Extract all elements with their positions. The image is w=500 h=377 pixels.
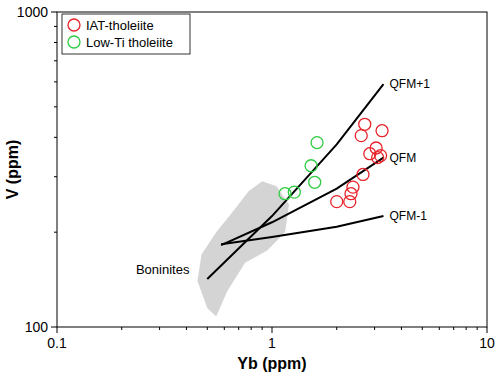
- point: [376, 125, 388, 137]
- y-tick: [51, 12, 57, 13]
- minor-tick: [54, 81, 57, 82]
- x-axis-title: Yb (ppm): [237, 355, 306, 372]
- buffer-curve: [221, 158, 383, 245]
- point: [372, 152, 384, 164]
- point: [305, 160, 317, 172]
- minor-tick: [54, 42, 57, 43]
- legend-label: IAT-tholeiite: [86, 18, 154, 33]
- point: [355, 130, 367, 142]
- minor-tick: [477, 327, 478, 330]
- curve-label: QFM-1: [389, 209, 427, 223]
- y-axis-title: V (ppm): [4, 140, 21, 200]
- minor-tick: [54, 60, 57, 61]
- region-label: Boninites: [136, 262, 190, 277]
- minor-tick: [54, 232, 57, 233]
- minor-tick: [54, 137, 57, 138]
- minor-tick: [54, 176, 57, 177]
- point: [357, 168, 369, 180]
- point: [331, 196, 343, 208]
- point: [309, 176, 321, 188]
- x-tick: [487, 327, 488, 333]
- minor-tick: [224, 327, 225, 330]
- minor-tick: [401, 327, 402, 330]
- buffer-curve: [221, 216, 383, 244]
- chart-container: 0.1 1 10 100 1000 Yb (ppm) V (ppm) Boninites QFM…: [0, 0, 500, 377]
- y-tick: [51, 327, 57, 328]
- legend-marker: [68, 36, 80, 48]
- legend: IAT-tholeiite Low-Ti tholeiite: [62, 14, 190, 54]
- x-tick-label: 10: [479, 335, 495, 351]
- minor-tick: [54, 106, 57, 107]
- x-tick-label: 1: [268, 335, 276, 351]
- point: [288, 186, 300, 198]
- minor-tick: [374, 327, 375, 330]
- chart: 0.1 1 10 100 1000 Yb (ppm) V (ppm) Boninites QFM…: [0, 0, 500, 377]
- legend-box: [62, 14, 190, 54]
- minor-tick: [121, 327, 122, 330]
- legend-marker: [68, 19, 80, 31]
- minor-tick: [336, 327, 337, 330]
- frame: [57, 12, 487, 327]
- curve-label: QFM: [389, 151, 416, 165]
- minor-tick: [238, 327, 239, 330]
- point: [347, 181, 359, 193]
- y-tick-label: 1000: [17, 4, 48, 20]
- minor-tick: [262, 327, 263, 330]
- x-tick-label: 0.1: [47, 335, 67, 351]
- plot-area: [197, 84, 388, 316]
- buffer-curve: [207, 84, 383, 279]
- minor-tick: [439, 327, 440, 330]
- point: [311, 137, 323, 149]
- y-tick-label: 100: [25, 319, 49, 335]
- curve-label: QFM+1: [389, 77, 430, 91]
- minor-tick: [422, 327, 423, 330]
- minor-tick: [186, 327, 187, 330]
- x-tick: [272, 327, 273, 333]
- minor-tick: [54, 26, 57, 27]
- minor-tick: [466, 327, 467, 330]
- minor-tick: [453, 327, 454, 330]
- minor-tick: [159, 327, 160, 330]
- x-tick: [57, 327, 58, 333]
- minor-tick: [207, 327, 208, 330]
- minor-tick: [251, 327, 252, 330]
- point: [359, 118, 371, 130]
- region: [197, 181, 289, 316]
- legend-label: Low-Ti tholeiite: [86, 35, 173, 50]
